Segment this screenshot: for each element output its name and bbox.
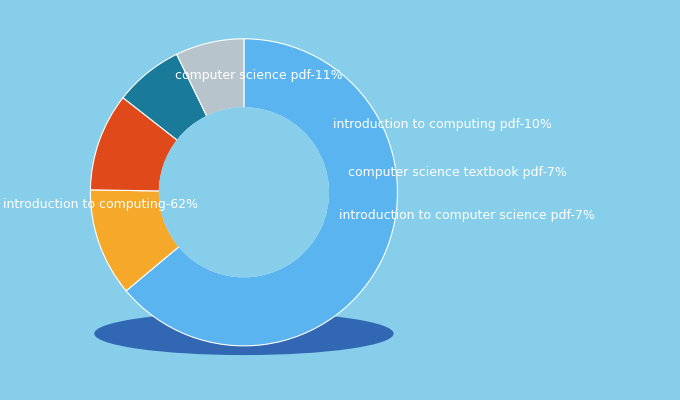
Text: introduction to computing pdf-10%: introduction to computing pdf-10% bbox=[333, 118, 552, 131]
Circle shape bbox=[160, 108, 328, 277]
Text: computer science pdf-11%: computer science pdf-11% bbox=[175, 69, 343, 82]
Wedge shape bbox=[90, 98, 177, 191]
Wedge shape bbox=[90, 190, 179, 291]
Ellipse shape bbox=[95, 312, 394, 355]
Text: introduction to computer science pdf-7%: introduction to computer science pdf-7% bbox=[339, 209, 595, 222]
Wedge shape bbox=[123, 54, 207, 140]
Wedge shape bbox=[126, 39, 398, 346]
Text: introduction to computing-62%: introduction to computing-62% bbox=[3, 198, 198, 211]
Text: computer science textbook pdf-7%: computer science textbook pdf-7% bbox=[348, 166, 567, 179]
Wedge shape bbox=[177, 39, 244, 116]
